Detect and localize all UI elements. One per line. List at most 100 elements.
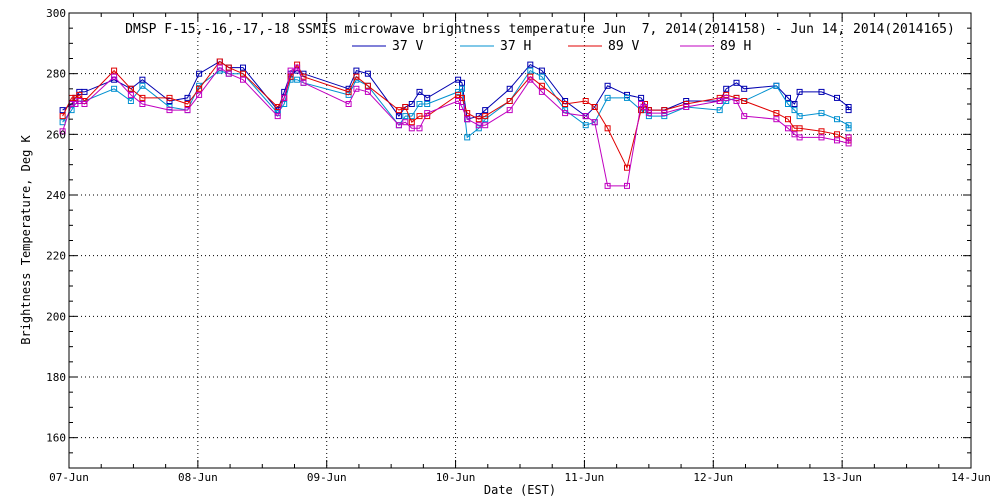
x-tick-label: 08-Jun <box>178 471 218 484</box>
data-point <box>796 88 803 95</box>
data-point <box>300 79 307 86</box>
data-point <box>274 104 281 110</box>
data-point <box>845 107 852 114</box>
data-point <box>408 101 415 107</box>
data-point <box>216 58 223 65</box>
data-point <box>395 107 402 114</box>
x-tick-label: 13-Jun <box>822 471 862 484</box>
data-point <box>184 101 191 107</box>
data-point <box>818 110 825 117</box>
data-point <box>796 113 803 120</box>
data-point <box>240 76 246 83</box>
data-point <box>127 85 134 92</box>
data-point <box>459 94 465 101</box>
data-point <box>482 116 489 123</box>
data-point <box>845 104 852 110</box>
data-point <box>402 119 409 126</box>
data-point <box>139 76 146 83</box>
data-point <box>127 98 134 104</box>
data-point <box>773 116 780 123</box>
data-point <box>455 76 462 83</box>
data-point <box>59 113 66 120</box>
data-point <box>424 94 431 101</box>
data-point <box>773 82 780 89</box>
x-tick-label: 07-Jun <box>49 471 89 484</box>
data-point <box>216 64 223 71</box>
data-point <box>353 85 360 92</box>
data-point <box>287 73 294 80</box>
data-point <box>281 94 288 101</box>
chart-title: DMSP F-15,-16,-17,-18 SSMIS microwave br… <box>125 22 955 37</box>
data-point <box>196 85 203 92</box>
series-line <box>62 60 850 170</box>
data-point <box>464 116 471 123</box>
data-point <box>733 98 740 104</box>
x-tick-label: 12-Jun <box>693 471 733 484</box>
data-point <box>353 67 360 74</box>
data-point <box>395 113 402 120</box>
data-point <box>582 98 589 104</box>
data-point <box>402 104 409 110</box>
data-point <box>818 128 825 135</box>
x-axis-title: Date (EST) <box>484 483 556 497</box>
data-point <box>402 113 409 120</box>
data-point <box>538 82 545 89</box>
legend-label: 37 V <box>392 39 423 54</box>
data-point <box>475 122 482 129</box>
data-point <box>364 88 371 95</box>
data-point <box>166 94 173 101</box>
data-point <box>345 88 352 95</box>
data-point <box>506 85 513 92</box>
data-point <box>196 91 203 98</box>
data-point <box>785 125 791 132</box>
data-point <box>424 101 431 107</box>
data-point <box>59 128 66 135</box>
data-point <box>139 82 146 89</box>
legend: 37 V 37 H 89 V 89 H <box>352 39 751 54</box>
data-point <box>683 104 690 110</box>
data-point <box>818 88 825 95</box>
data-point <box>287 67 294 74</box>
y-tick-label: 180 <box>46 371 66 384</box>
data-point <box>834 116 840 123</box>
data-point <box>785 116 791 123</box>
data-point <box>538 88 545 95</box>
data-point <box>741 98 748 104</box>
data-point <box>166 104 173 110</box>
data-point <box>638 94 645 101</box>
data-point <box>741 113 748 120</box>
data-point <box>604 125 611 132</box>
data-point <box>459 85 465 92</box>
x-tick-label: 14-Jun <box>951 471 991 484</box>
data-point <box>791 131 798 138</box>
data-point <box>281 88 288 95</box>
data-point <box>139 101 146 107</box>
data-point <box>723 85 730 92</box>
data-point <box>604 82 611 89</box>
data-point <box>225 70 232 77</box>
data-point <box>111 85 118 92</box>
data-point <box>482 113 489 120</box>
y-tick-label: 200 <box>46 310 66 323</box>
data-point <box>562 110 569 117</box>
data-point <box>716 94 723 101</box>
data-point <box>184 94 191 101</box>
data-point <box>538 73 545 80</box>
data-point <box>527 76 534 83</box>
data-point <box>166 107 173 114</box>
data-point <box>345 101 352 107</box>
data-point <box>661 110 668 117</box>
data-point <box>506 107 513 114</box>
data-point <box>455 98 462 104</box>
data-point <box>482 107 489 114</box>
data-point <box>364 82 371 89</box>
data-point <box>527 67 534 74</box>
data-point <box>482 122 489 129</box>
data-point <box>591 104 598 110</box>
data-point <box>81 101 88 107</box>
data-point <box>624 182 630 189</box>
data-point <box>166 98 173 104</box>
legend-label: 37 H <box>500 39 531 54</box>
